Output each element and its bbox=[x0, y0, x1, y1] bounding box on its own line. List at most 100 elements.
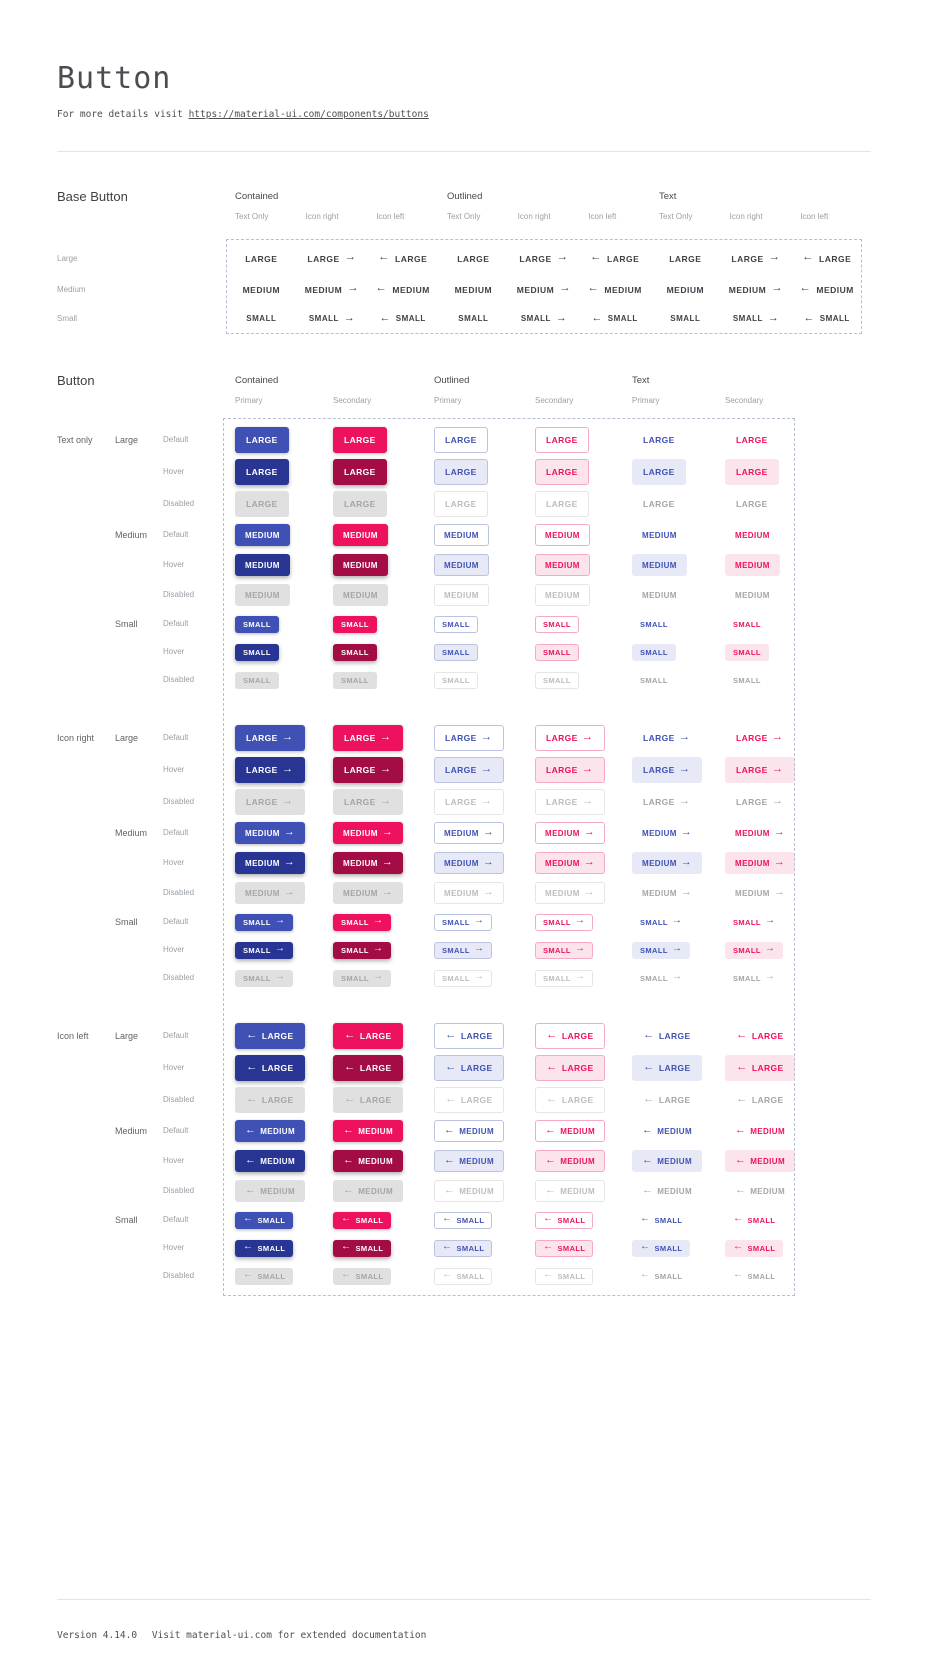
base-button-text-icon-right-medium[interactable]: MEDIUM → bbox=[729, 282, 783, 295]
contained-primary-medium-disabled-icon-left-button[interactable]: ← MEDIUM bbox=[235, 1180, 306, 1202]
text-primary-medium-disabled-icon-left-button[interactable]: ← MEDIUM bbox=[632, 1180, 702, 1202]
text-primary-large-hover-button[interactable]: LARGE bbox=[632, 459, 686, 485]
text-secondary-medium-disabled-icon-left-button[interactable]: ← MEDIUM bbox=[725, 1180, 795, 1202]
outlined-primary-large-default-icon-left-button[interactable]: ← LARGE bbox=[434, 1023, 504, 1049]
base-button-contained-text-only-small[interactable]: SMALL bbox=[246, 314, 276, 323]
outlined-secondary-large-default-button[interactable]: LARGE bbox=[535, 427, 589, 453]
outlined-primary-medium-hover-icon-right-button[interactable]: MEDIUM → bbox=[434, 852, 505, 874]
text-secondary-small-default-icon-right-button[interactable]: SMALL → bbox=[725, 914, 783, 931]
outlined-secondary-small-disabled-icon-left-button[interactable]: ← SMALL bbox=[535, 1267, 594, 1285]
text-secondary-large-hover-icon-right-button[interactable]: LARGE → bbox=[725, 757, 795, 783]
outlined-secondary-large-hover-icon-right-button[interactable]: LARGE → bbox=[535, 757, 605, 783]
text-primary-small-disabled-icon-left-button[interactable]: ← SMALL bbox=[632, 1268, 690, 1285]
contained-secondary-large-default-button[interactable]: LARGE bbox=[333, 427, 387, 453]
text-secondary-small-disabled-icon-right-button[interactable]: SMALL → bbox=[725, 970, 783, 987]
contained-primary-large-default-button[interactable]: LARGE bbox=[235, 427, 289, 453]
text-secondary-medium-disabled-button[interactable]: MEDIUM bbox=[725, 584, 780, 606]
contained-primary-medium-hover-icon-right-button[interactable]: MEDIUM → bbox=[235, 852, 306, 874]
contained-secondary-small-default-icon-right-button[interactable]: SMALL → bbox=[333, 913, 392, 931]
text-secondary-large-default-icon-left-button[interactable]: ← LARGE bbox=[725, 1023, 795, 1049]
outlined-secondary-medium-default-icon-left-button[interactable]: ← MEDIUM bbox=[535, 1120, 606, 1142]
text-secondary-large-hover-icon-left-button[interactable]: ← LARGE bbox=[725, 1055, 795, 1081]
base-button-text-icon-left-small[interactable]: ← SMALL bbox=[803, 312, 849, 324]
contained-secondary-small-hover-icon-left-button[interactable]: ← SMALL bbox=[333, 1239, 392, 1257]
contained-secondary-large-default-icon-left-button[interactable]: ← LARGE bbox=[333, 1023, 403, 1049]
outlined-secondary-small-default-button[interactable]: SMALL bbox=[535, 615, 579, 633]
outlined-secondary-large-hover-icon-left-button[interactable]: ← LARGE bbox=[535, 1055, 605, 1081]
text-primary-large-disabled-button[interactable]: LARGE bbox=[632, 491, 686, 517]
text-secondary-small-hover-icon-left-button[interactable]: ← SMALL bbox=[725, 1239, 784, 1257]
contained-primary-small-default-button[interactable]: SMALL bbox=[235, 615, 279, 633]
outlined-secondary-medium-disabled-icon-left-button[interactable]: ← MEDIUM bbox=[535, 1180, 606, 1202]
text-primary-medium-default-button[interactable]: MEDIUM bbox=[632, 524, 687, 546]
contained-secondary-medium-hover-icon-left-button[interactable]: ← MEDIUM bbox=[333, 1150, 404, 1172]
base-button-contained-text-only-medium[interactable]: MEDIUM bbox=[243, 285, 280, 295]
text-primary-large-default-button[interactable]: LARGE bbox=[632, 427, 686, 453]
base-button-contained-icon-left-medium[interactable]: ← MEDIUM bbox=[375, 282, 429, 295]
outlined-primary-large-default-icon-right-button[interactable]: LARGE → bbox=[434, 725, 504, 751]
contained-secondary-medium-disabled-button[interactable]: MEDIUM bbox=[333, 584, 388, 606]
outlined-primary-large-disabled-icon-right-button[interactable]: LARGE → bbox=[434, 789, 504, 815]
text-secondary-large-disabled-button[interactable]: LARGE bbox=[725, 491, 779, 517]
contained-secondary-medium-disabled-icon-right-button[interactable]: MEDIUM → bbox=[333, 882, 404, 904]
base-button-contained-icon-right-small[interactable]: SMALL → bbox=[309, 312, 355, 324]
base-button-text-icon-left-large[interactable]: ← LARGE bbox=[802, 251, 851, 264]
text-primary-medium-disabled-button[interactable]: MEDIUM bbox=[632, 584, 687, 606]
text-primary-small-hover-icon-left-button[interactable]: ← SMALL bbox=[632, 1239, 691, 1257]
outlined-primary-small-default-icon-left-button[interactable]: ← SMALL bbox=[434, 1211, 493, 1229]
outlined-primary-large-hover-button[interactable]: LARGE bbox=[434, 459, 488, 485]
outlined-primary-small-hover-icon-left-button[interactable]: ← SMALL bbox=[434, 1239, 493, 1257]
base-button-text-text-only-medium[interactable]: MEDIUM bbox=[667, 285, 704, 295]
text-primary-large-hover-icon-right-button[interactable]: LARGE → bbox=[632, 757, 702, 783]
contained-primary-large-default-icon-left-button[interactable]: ← LARGE bbox=[235, 1023, 305, 1049]
contained-secondary-small-default-button[interactable]: SMALL bbox=[333, 615, 377, 633]
text-primary-medium-hover-icon-left-button[interactable]: ← MEDIUM bbox=[632, 1150, 703, 1172]
contained-primary-large-disabled-icon-left-button[interactable]: ← LARGE bbox=[235, 1087, 305, 1113]
contained-primary-large-hover-button[interactable]: LARGE bbox=[235, 459, 289, 485]
text-primary-medium-hover-button[interactable]: MEDIUM bbox=[632, 554, 687, 576]
contained-primary-medium-default-button[interactable]: MEDIUM bbox=[235, 524, 290, 546]
contained-primary-small-disabled-icon-left-button[interactable]: ← SMALL bbox=[235, 1267, 294, 1285]
base-button-contained-text-only-large[interactable]: LARGE bbox=[245, 254, 277, 264]
base-button-text-text-only-large[interactable]: LARGE bbox=[669, 254, 701, 264]
base-button-contained-icon-right-medium[interactable]: MEDIUM → bbox=[305, 282, 359, 295]
contained-secondary-large-disabled-icon-right-button[interactable]: LARGE → bbox=[333, 789, 403, 815]
outlined-primary-medium-default-icon-right-button[interactable]: MEDIUM → bbox=[434, 822, 505, 844]
text-primary-large-disabled-icon-right-button[interactable]: LARGE → bbox=[632, 789, 702, 815]
contained-secondary-large-hover-button[interactable]: LARGE bbox=[333, 459, 387, 485]
text-primary-large-default-icon-left-button[interactable]: ← LARGE bbox=[632, 1023, 702, 1049]
text-primary-small-hover-icon-right-button[interactable]: SMALL → bbox=[632, 941, 691, 959]
text-primary-medium-hover-icon-right-button[interactable]: MEDIUM → bbox=[632, 852, 703, 874]
text-primary-small-default-button[interactable]: SMALL bbox=[632, 616, 676, 633]
outlined-primary-small-hover-icon-right-button[interactable]: SMALL → bbox=[434, 941, 493, 959]
text-primary-large-hover-icon-left-button[interactable]: ← LARGE bbox=[632, 1055, 702, 1081]
contained-secondary-large-hover-icon-left-button[interactable]: ← LARGE bbox=[333, 1055, 403, 1081]
text-secondary-medium-default-button[interactable]: MEDIUM bbox=[725, 524, 780, 546]
contained-primary-small-disabled-button[interactable]: SMALL bbox=[235, 671, 279, 689]
contained-primary-small-default-icon-right-button[interactable]: SMALL → bbox=[235, 913, 294, 931]
contained-primary-medium-default-icon-right-button[interactable]: MEDIUM → bbox=[235, 822, 306, 844]
outlined-secondary-large-disabled-button[interactable]: LARGE bbox=[535, 491, 589, 517]
base-button-outlined-text-only-large[interactable]: LARGE bbox=[457, 254, 489, 264]
contained-primary-medium-disabled-icon-right-button[interactable]: MEDIUM → bbox=[235, 882, 306, 904]
contained-primary-large-hover-icon-right-button[interactable]: LARGE → bbox=[235, 757, 305, 783]
base-button-outlined-text-only-medium[interactable]: MEDIUM bbox=[455, 285, 492, 295]
contained-secondary-large-disabled-button[interactable]: LARGE bbox=[333, 491, 387, 517]
outlined-secondary-small-default-icon-right-button[interactable]: SMALL → bbox=[535, 913, 594, 931]
contained-primary-large-default-icon-right-button[interactable]: LARGE → bbox=[235, 725, 305, 751]
outlined-primary-small-hover-button[interactable]: SMALL bbox=[434, 643, 478, 661]
outlined-primary-medium-default-icon-left-button[interactable]: ← MEDIUM bbox=[434, 1120, 505, 1142]
text-secondary-small-default-button[interactable]: SMALL bbox=[725, 616, 769, 633]
contained-primary-small-hover-icon-left-button[interactable]: ← SMALL bbox=[235, 1239, 294, 1257]
contained-primary-medium-hover-icon-left-button[interactable]: ← MEDIUM bbox=[235, 1150, 306, 1172]
base-button-outlined-icon-left-medium[interactable]: ← MEDIUM bbox=[587, 282, 641, 295]
outlined-secondary-medium-hover-icon-right-button[interactable]: MEDIUM → bbox=[535, 852, 606, 874]
outlined-primary-large-disabled-icon-left-button[interactable]: ← LARGE bbox=[434, 1087, 504, 1113]
base-button-outlined-text-only-small[interactable]: SMALL bbox=[458, 314, 488, 323]
base-button-outlined-icon-right-medium[interactable]: MEDIUM → bbox=[517, 282, 571, 295]
text-secondary-large-default-button[interactable]: LARGE bbox=[725, 427, 779, 453]
contained-primary-large-disabled-button[interactable]: LARGE bbox=[235, 491, 289, 517]
text-secondary-medium-hover-icon-left-button[interactable]: ← MEDIUM bbox=[725, 1150, 796, 1172]
outlined-secondary-small-default-icon-left-button[interactable]: ← SMALL bbox=[535, 1211, 594, 1229]
base-button-outlined-icon-right-large[interactable]: LARGE → bbox=[519, 251, 568, 264]
